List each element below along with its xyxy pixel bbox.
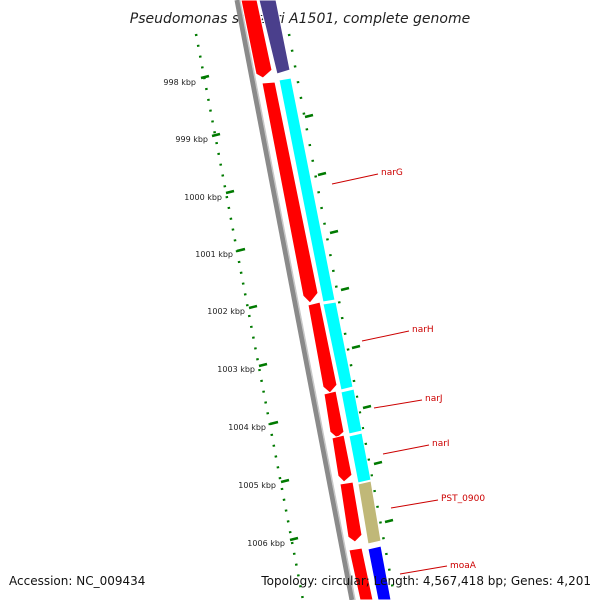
ruler-tick <box>248 304 258 310</box>
ruler-tick <box>269 420 279 426</box>
strand-tick <box>304 113 314 119</box>
ruler-label: 1006 kbp <box>247 539 285 548</box>
ruler-tick <box>236 247 246 253</box>
strand-tick <box>373 460 383 466</box>
label-leader-narH <box>361 330 410 342</box>
cds-arrow[interactable] <box>339 481 363 543</box>
gene-block-narH[interactable] <box>322 301 354 391</box>
strand-tick <box>351 344 361 350</box>
label-leader-narI <box>382 444 430 455</box>
cds-arrow[interactable] <box>307 301 338 394</box>
label-leader-narJ <box>373 399 423 409</box>
ruler-tick <box>289 536 299 542</box>
ruler-label: 1005 kbp <box>238 481 276 490</box>
gene-block-narG[interactable] <box>278 77 336 303</box>
gene-label-narI[interactable]: narI <box>432 439 450 449</box>
ruler-tick <box>258 362 268 368</box>
strand-tick <box>340 286 350 292</box>
genome-summary-text: Topology: circular; Length: 4,567,418 bp… <box>261 574 591 588</box>
gene-label-moaA[interactable]: moaA <box>450 561 477 571</box>
gene-block-narJ[interactable] <box>340 388 363 435</box>
strand-tick <box>329 229 339 235</box>
gene-label-narH[interactable]: narH <box>412 325 434 335</box>
gene-block-PST_0900[interactable] <box>357 480 382 545</box>
cds-arrow[interactable] <box>240 0 273 79</box>
ruler-tick <box>211 132 221 138</box>
accession-text: Accession: NC_009434 <box>9 574 146 588</box>
ruler-label: 1000 kbp <box>184 193 222 202</box>
gene-block-moaA[interactable] <box>367 545 392 600</box>
strand-tick <box>362 404 372 410</box>
ruler-tick <box>280 478 290 484</box>
ruler-label: 998 kbp <box>163 78 196 87</box>
ruler-tick <box>225 189 235 195</box>
cds-arrow[interactable] <box>323 390 345 439</box>
ruler-label: 1001 kbp <box>195 250 233 259</box>
ruler-tick <box>200 74 210 80</box>
label-leader-moaA <box>399 565 448 575</box>
cds-arrow[interactable] <box>348 547 374 600</box>
label-leader-narG <box>331 173 379 185</box>
map-title: Pseudomonas stutzeri A1501, complete gen… <box>130 11 470 27</box>
ruler-label: 999 kbp <box>175 135 208 144</box>
gene-label-PST_0900[interactable]: PST_0900 <box>441 494 485 504</box>
genome-backbone <box>234 0 355 600</box>
cds-arrow[interactable] <box>331 434 353 483</box>
cds-arrow[interactable] <box>261 81 319 304</box>
minor-tick-line <box>287 33 397 600</box>
ruler-label: 1003 kbp <box>217 365 255 374</box>
genome-backbone-highlight <box>239 0 356 600</box>
gene-label-narJ[interactable]: narJ <box>425 394 443 404</box>
ruler-label: 1004 kbp <box>228 423 266 432</box>
strand-tick <box>317 171 327 177</box>
gene-label-narG[interactable]: narG <box>381 168 403 178</box>
label-leader-PST_0900 <box>390 499 439 509</box>
strand-tick <box>384 518 394 524</box>
gene-block-upper[interactable] <box>258 0 291 75</box>
gene-block-narI[interactable] <box>348 432 372 484</box>
ruler-label: 1002 kbp <box>207 307 245 316</box>
